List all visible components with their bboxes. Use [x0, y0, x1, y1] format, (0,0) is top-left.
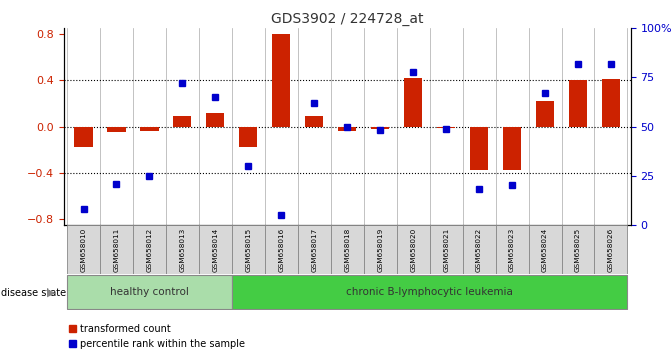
- FancyBboxPatch shape: [397, 225, 429, 274]
- FancyBboxPatch shape: [595, 225, 627, 274]
- FancyBboxPatch shape: [496, 225, 529, 274]
- FancyBboxPatch shape: [100, 225, 133, 274]
- Bar: [404, 78, 422, 126]
- Bar: [272, 34, 291, 126]
- Text: GSM658026: GSM658026: [608, 227, 614, 272]
- Text: GSM658012: GSM658012: [146, 227, 152, 272]
- Bar: [503, 126, 521, 171]
- Text: GSM658025: GSM658025: [575, 227, 581, 272]
- FancyBboxPatch shape: [67, 225, 100, 274]
- Text: GSM658022: GSM658022: [476, 227, 482, 272]
- Text: GSM658023: GSM658023: [509, 227, 515, 272]
- Bar: [602, 79, 620, 126]
- FancyBboxPatch shape: [265, 225, 298, 274]
- Text: disease state: disease state: [1, 288, 66, 298]
- FancyBboxPatch shape: [429, 225, 462, 274]
- Bar: [536, 101, 554, 126]
- FancyBboxPatch shape: [232, 275, 627, 309]
- Text: GSM658024: GSM658024: [542, 227, 548, 272]
- Bar: [437, 126, 455, 128]
- FancyBboxPatch shape: [462, 225, 496, 274]
- Bar: [305, 116, 323, 126]
- Text: GSM658015: GSM658015: [246, 227, 252, 272]
- FancyBboxPatch shape: [529, 225, 562, 274]
- Bar: [173, 116, 191, 126]
- Text: GSM658017: GSM658017: [311, 227, 317, 272]
- Text: GSM658020: GSM658020: [410, 227, 416, 272]
- Bar: [569, 80, 587, 126]
- Text: healthy control: healthy control: [110, 287, 189, 297]
- Text: GSM658019: GSM658019: [377, 227, 383, 272]
- Text: GSM658011: GSM658011: [113, 227, 119, 272]
- Title: GDS3902 / 224728_at: GDS3902 / 224728_at: [271, 12, 423, 26]
- FancyBboxPatch shape: [232, 225, 265, 274]
- FancyBboxPatch shape: [364, 225, 397, 274]
- Text: chronic B-lymphocytic leukemia: chronic B-lymphocytic leukemia: [346, 287, 513, 297]
- FancyBboxPatch shape: [562, 225, 595, 274]
- Text: GSM658018: GSM658018: [344, 227, 350, 272]
- Bar: [371, 126, 389, 129]
- Bar: [74, 126, 93, 147]
- FancyBboxPatch shape: [67, 275, 232, 309]
- FancyBboxPatch shape: [331, 225, 364, 274]
- Text: GSM658016: GSM658016: [278, 227, 285, 272]
- FancyBboxPatch shape: [199, 225, 232, 274]
- Text: GSM658014: GSM658014: [213, 227, 218, 272]
- Text: ▶: ▶: [46, 288, 55, 298]
- Text: GSM658010: GSM658010: [81, 227, 87, 272]
- Bar: [140, 126, 158, 131]
- Text: GSM658013: GSM658013: [179, 227, 185, 272]
- Bar: [338, 126, 356, 131]
- Bar: [240, 126, 258, 147]
- FancyBboxPatch shape: [133, 225, 166, 274]
- Bar: [107, 126, 125, 132]
- Text: GSM658021: GSM658021: [443, 227, 449, 272]
- Legend: transformed count, percentile rank within the sample: transformed count, percentile rank withi…: [68, 324, 246, 349]
- Bar: [206, 113, 224, 126]
- FancyBboxPatch shape: [298, 225, 331, 274]
- Bar: [470, 126, 488, 171]
- FancyBboxPatch shape: [166, 225, 199, 274]
